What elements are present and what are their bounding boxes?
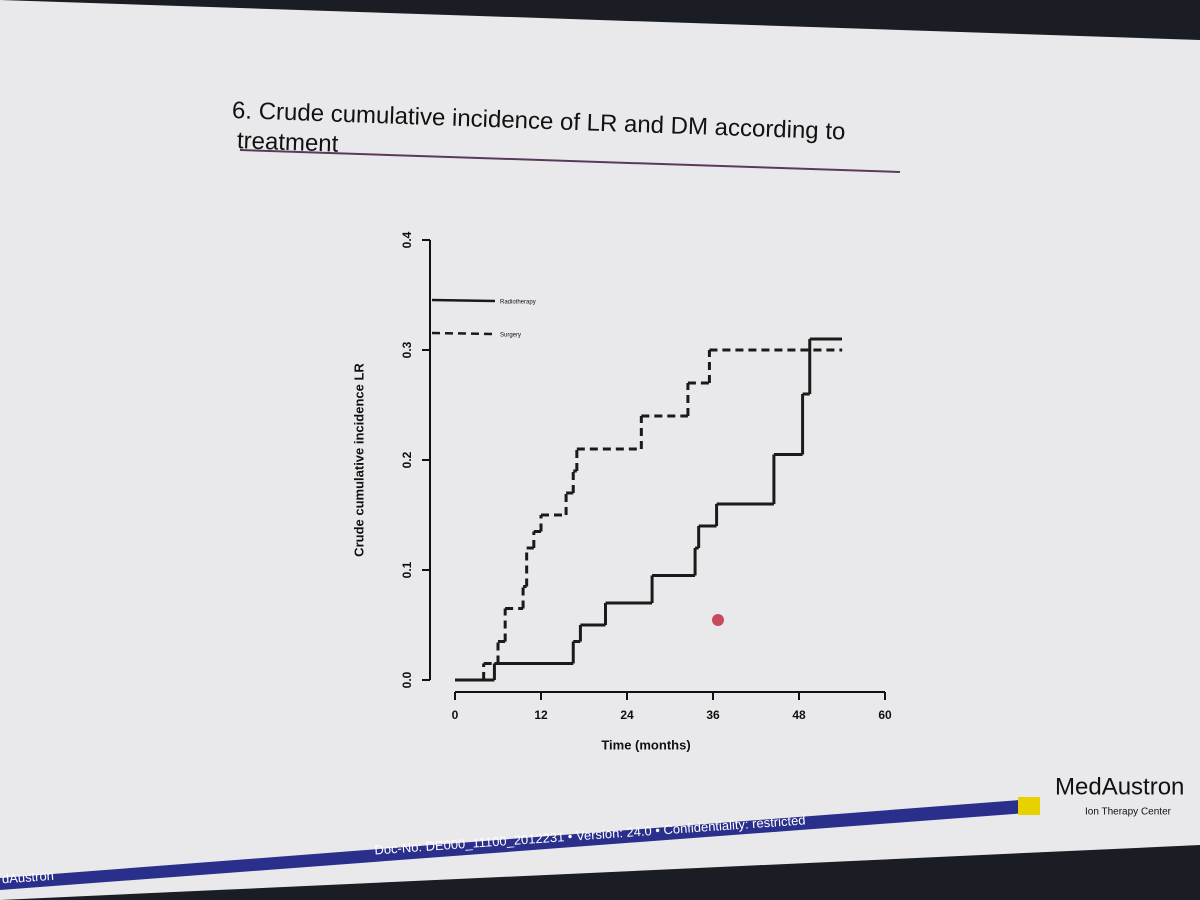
x-axis-label: Time (months) [601,737,690,752]
footer-bar [0,800,1040,890]
x-tick-label: 0 [452,708,459,722]
y-axis-label: Crude cumulative incidence LR [351,363,366,557]
y-tick-label: 0.0 [400,671,414,688]
brand-sub: Ion Therapy Center [1085,807,1172,818]
brand: MedAustron [1055,773,1184,800]
footer-left: dAustron [1,868,54,887]
legend-label: Radiotherapy [500,300,536,306]
x-tick-label: 12 [534,708,548,722]
x-tick-label: 48 [792,708,806,722]
y-tick-label: 0.3 [400,341,414,358]
legend-label: Surgery [500,333,521,339]
legend-swatch [431,331,496,336]
heading-rule [239,149,901,173]
laser-pointer [712,614,724,626]
y-tick-label: 0.4 [400,231,414,248]
x-tick-label: 24 [620,708,634,722]
x-tick-label: 36 [706,708,720,722]
footer-stripes [1018,797,1040,815]
x-tick-label: 60 [878,708,892,722]
y-tick-label: 0.1 [400,561,414,578]
legend-swatch [431,298,496,303]
y-tick-label: 0.2 [400,451,414,468]
